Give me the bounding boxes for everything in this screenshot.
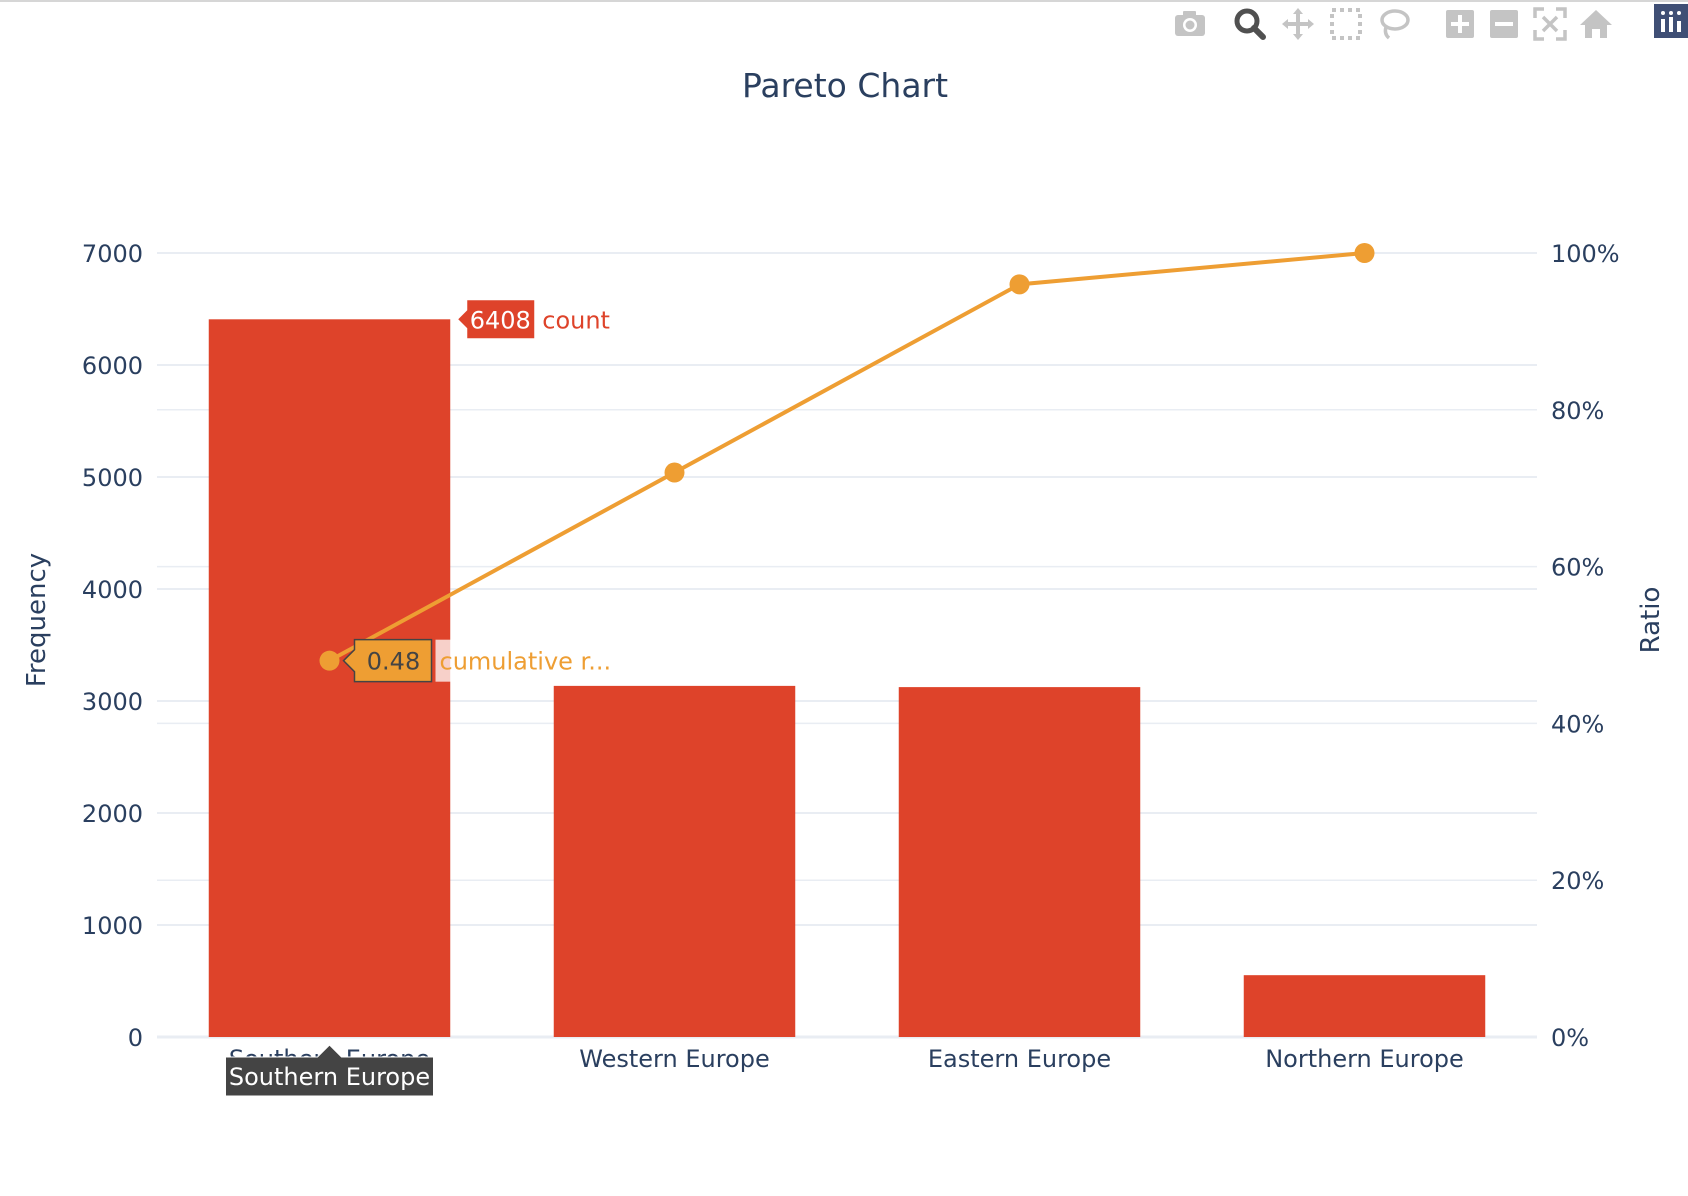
x-hover-box (225, 1044, 434, 1097)
pan-icon[interactable] (1278, 4, 1318, 44)
y-left-tick-label: 3000 (82, 688, 143, 716)
y-left-tick-label: 7000 (82, 240, 143, 268)
reset-axes-icon[interactable] (1576, 4, 1616, 44)
y-right-tick-label: 40% (1551, 710, 1604, 738)
y-left-tick-label: 5000 (82, 464, 143, 492)
y-right-tick-label: 0% (1551, 1024, 1589, 1052)
modebar (1160, 4, 1688, 44)
y-right-tick-label: 80% (1551, 397, 1604, 425)
x-tick-label: Western Europe (579, 1045, 769, 1073)
y-right-tick-label: 100% (1551, 240, 1620, 268)
axes: 0 1000 2000 3000 4000 5000 6000 7000 0% 20% 40% 60%… (82, 240, 1620, 1073)
chart-title: Pareto Chart (742, 66, 948, 105)
line-marker (1009, 274, 1030, 295)
zoom-icon[interactable] (1230, 4, 1270, 44)
x-tick-label: Northern Europe (1265, 1045, 1464, 1073)
y-left-axis-title: Frequency (22, 553, 52, 687)
y-left-tick-label: 2000 (82, 800, 143, 828)
y-right-tick-label: 20% (1551, 867, 1604, 895)
bar-hover-box (458, 300, 535, 339)
x-hover-label: Southern Europe (229, 1063, 430, 1091)
plotly-logo-icon[interactable] (1654, 4, 1688, 38)
zoom-in-icon[interactable] (1440, 4, 1480, 44)
line-hover-box (342, 638, 433, 683)
y-left-tick-label: 6000 (82, 352, 143, 380)
y-left-tick-label: 0 (128, 1024, 143, 1052)
y-right-axis-title: Ratio (1636, 587, 1666, 654)
bar (553, 685, 796, 1037)
line-hover-name-bg (435, 639, 529, 682)
x-tick-label: Eastern Europe (928, 1045, 1111, 1073)
autoscale-icon[interactable] (1530, 4, 1570, 44)
lasso-select-icon[interactable] (1374, 4, 1414, 44)
line-marker (664, 462, 685, 483)
bar-series (208, 319, 1486, 1038)
box-select-icon[interactable] (1326, 4, 1366, 44)
line-hover-name: cumulative r... (440, 648, 612, 676)
zoom-out-icon[interactable] (1484, 4, 1524, 44)
bar (1243, 975, 1486, 1037)
bar-hover-value: 6408 (470, 306, 531, 334)
y-left-tick-label: 4000 (82, 576, 143, 604)
hover-labels: 6408 count 0.48 cumulative r... Southern Eur… (225, 300, 612, 1097)
line-marker (1354, 243, 1375, 263)
bar (898, 687, 1141, 1037)
line-marker (319, 650, 340, 671)
camera-icon[interactable] (1170, 4, 1210, 44)
line-hover-value: 0.48 (367, 648, 420, 676)
y-left-tick-label: 1000 (82, 912, 143, 940)
y-right-tick-label: 60% (1551, 554, 1604, 582)
cumulative-line (328, 251, 1365, 663)
cumulative-line-series (319, 243, 1375, 671)
top-border (0, 0, 1688, 2)
bar-hover-name: count (542, 306, 610, 334)
